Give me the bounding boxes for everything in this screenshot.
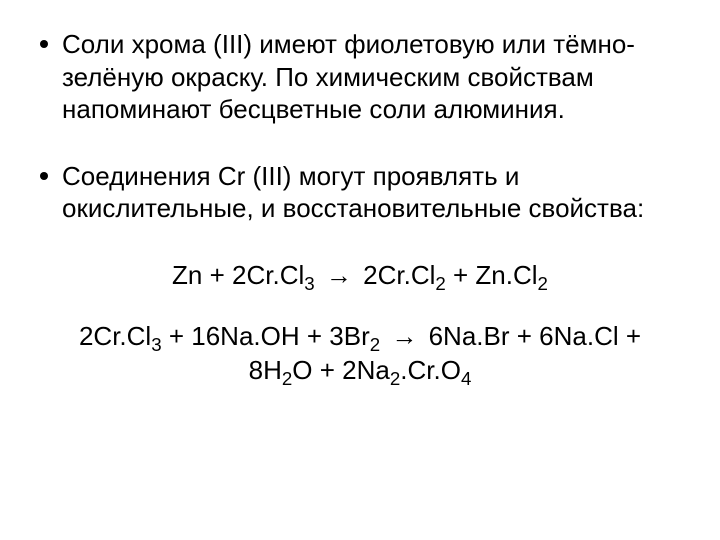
bullet-2: Соединения Cr (III) могут проявлять и ок…	[40, 160, 680, 225]
eq1-part-b: 2Cr.Cl	[356, 260, 435, 290]
equation-1: Zn + 2Cr.Cl3 → 2Cr.Cl2 + Zn.Cl2	[40, 259, 680, 293]
eq1-sub-3: 2	[538, 273, 548, 294]
eq2-l1-c	[380, 321, 387, 351]
eq1-sub-1: 3	[304, 273, 314, 294]
eq2-l2-b: O + 2Na	[292, 355, 390, 385]
eq2-l2-a: 8H	[249, 355, 282, 385]
bullet-1: Соли хрома (III) имеют фиолетовую или тё…	[40, 28, 680, 126]
eq2-l1-b: + 16Na.OH + 3Br	[162, 321, 370, 351]
bullet-dot	[40, 172, 48, 180]
eq2-l2-sub1: 2	[282, 368, 292, 389]
eq2-l1-a: 2Cr.Cl	[79, 321, 151, 351]
eq1-space-1	[315, 260, 322, 290]
bullet-dot	[40, 40, 48, 48]
eq2-l2-sub2: 2	[390, 368, 400, 389]
eq2-l2-c: .Cr.O	[400, 355, 461, 385]
eq1-sub-2: 2	[435, 273, 445, 294]
arrow-icon: →	[387, 320, 421, 354]
eq1-part-c: + Zn.Cl	[446, 260, 538, 290]
arrow-icon: →	[322, 259, 356, 293]
eq2-l1-d: 6Na.Br + 6Na.Cl +	[421, 321, 641, 351]
bullet-2-text: Соединения Cr (III) могут проявлять и ок…	[62, 160, 680, 225]
eq1-part-a: Zn + 2Cr.Cl	[172, 260, 304, 290]
equation-2: 2Cr.Cl3 + 16Na.OH + 3Br2 → 6Na.Br + 6Na.…	[40, 320, 680, 388]
eq2-l2-sub3: 4	[461, 368, 471, 389]
eq2-l1-sub1: 3	[151, 334, 161, 355]
bullet-1-text: Соли хрома (III) имеют фиолетовую или тё…	[62, 28, 680, 126]
eq2-l1-sub2: 2	[370, 334, 380, 355]
slide: Соли хрома (III) имеют фиолетовую или тё…	[0, 0, 720, 540]
